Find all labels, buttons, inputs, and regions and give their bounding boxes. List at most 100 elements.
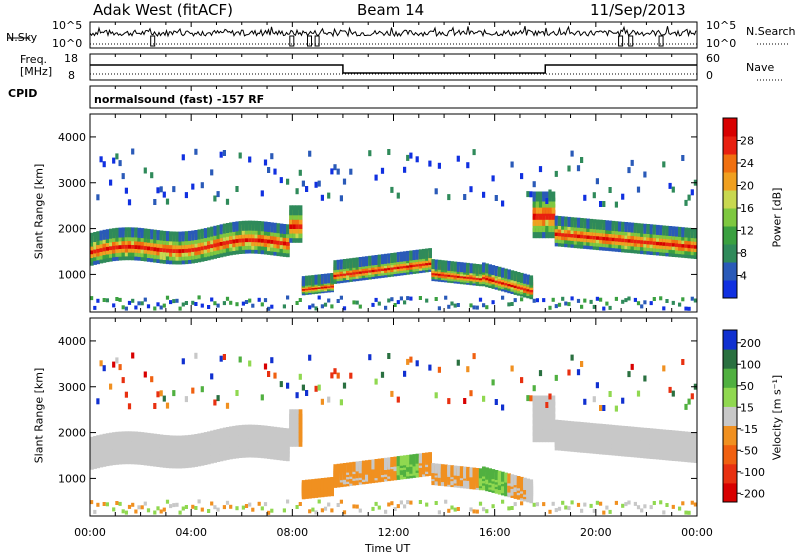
power-cell xyxy=(485,305,489,310)
power-cell xyxy=(501,200,505,207)
power-cell xyxy=(260,221,265,232)
velocity-cell xyxy=(153,433,157,444)
velocity-cell xyxy=(580,508,584,513)
velocity-cell xyxy=(102,365,106,372)
velocity-cell xyxy=(636,505,641,510)
power-cell xyxy=(396,300,400,305)
power-cell xyxy=(633,297,637,302)
velocity-cell xyxy=(336,503,340,507)
velocity-cell xyxy=(213,429,217,440)
velocity-cell xyxy=(374,459,379,469)
velocity-cell xyxy=(115,357,119,364)
power-cell xyxy=(336,259,341,270)
velocity-colorbar-tick-label: 100 xyxy=(740,358,761,371)
power-cell xyxy=(301,180,305,187)
power-cell xyxy=(548,209,553,220)
velocity-cell xyxy=(472,467,477,478)
velocity-cell xyxy=(627,500,631,505)
power-cell xyxy=(140,228,145,239)
velocity-cell xyxy=(491,504,495,509)
velocity-cell xyxy=(659,429,663,440)
velocity-cell xyxy=(124,431,129,442)
power-cell xyxy=(124,306,128,311)
velocity-colorbar-swatch xyxy=(723,482,737,503)
power-cell xyxy=(447,194,451,201)
velocity-cell xyxy=(374,378,378,385)
power-cell xyxy=(482,191,486,198)
velocity-cell xyxy=(453,465,458,476)
velocity-cell xyxy=(538,413,543,424)
velocity-cell xyxy=(273,426,278,437)
power-cell xyxy=(621,193,625,200)
velocity-cell xyxy=(592,396,596,403)
velocity-cell xyxy=(112,361,116,368)
power-cell xyxy=(491,175,495,182)
velocity-cell xyxy=(520,377,524,384)
power-cell xyxy=(551,228,556,239)
velocity-cell xyxy=(633,426,638,437)
power-cell xyxy=(542,203,546,214)
power-cell xyxy=(289,205,293,216)
velocity-cell xyxy=(548,426,553,437)
velocity-cell xyxy=(450,505,454,510)
power-cell xyxy=(403,300,407,305)
power-colorbar-tick-label: 8 xyxy=(740,247,747,260)
velocity-cell xyxy=(526,478,530,489)
power-cell xyxy=(447,304,451,309)
velocity-cell xyxy=(545,426,549,437)
power-cell xyxy=(260,302,264,307)
power-cell xyxy=(178,306,182,311)
power-colorbar-swatch xyxy=(723,208,737,227)
power-cell xyxy=(153,306,157,311)
power-cell xyxy=(377,301,381,306)
velocity-colorbar-swatch xyxy=(723,368,737,388)
velocity-cell xyxy=(548,413,553,424)
velocity-cell xyxy=(377,505,381,510)
power-cell xyxy=(387,253,391,264)
velocity-cell xyxy=(690,432,695,443)
velocity-cell xyxy=(140,432,145,443)
velocity-cell xyxy=(602,405,606,411)
velocity-cell xyxy=(542,502,546,507)
velocity-cell xyxy=(115,501,119,505)
velocity-cell xyxy=(355,504,359,509)
velocity-cell xyxy=(248,360,252,367)
power-cell xyxy=(368,255,372,266)
power-cell xyxy=(693,298,697,303)
velocity-cell xyxy=(172,503,176,508)
velocity-cell xyxy=(542,401,546,412)
power-cell xyxy=(554,170,558,177)
velocity-cell xyxy=(162,434,167,445)
velocity-cell xyxy=(333,464,338,475)
velocity-cell xyxy=(532,419,537,430)
power-cell xyxy=(169,300,173,305)
power-cell xyxy=(409,250,413,261)
velocity-cell xyxy=(567,420,572,431)
velocity-cell xyxy=(387,353,391,359)
velocity-cell xyxy=(561,420,565,431)
power-cell xyxy=(165,295,170,300)
power-cell xyxy=(282,224,287,234)
velocity-cell xyxy=(659,500,663,505)
velocity-cell xyxy=(501,404,505,411)
power-cell xyxy=(545,198,549,204)
velocity-cell xyxy=(349,462,353,473)
velocity-cell xyxy=(175,502,179,507)
power-cell xyxy=(320,274,325,284)
power-cell xyxy=(595,219,600,230)
power-cell xyxy=(330,273,334,283)
velocity-cell xyxy=(330,477,334,487)
velocity-cell xyxy=(99,360,103,367)
power-cell xyxy=(662,161,666,168)
velocity-cell xyxy=(608,391,612,397)
power-cell xyxy=(681,155,685,161)
power-cell xyxy=(213,301,217,306)
velocity-cell xyxy=(342,382,347,389)
velocity-cell xyxy=(532,502,536,507)
power-cell xyxy=(96,194,100,201)
power-colorbar-swatch xyxy=(723,244,737,263)
velocity-cell xyxy=(538,432,543,443)
power-cell xyxy=(194,230,198,240)
velocity-cell xyxy=(507,473,511,484)
velocity-cell xyxy=(551,401,556,412)
